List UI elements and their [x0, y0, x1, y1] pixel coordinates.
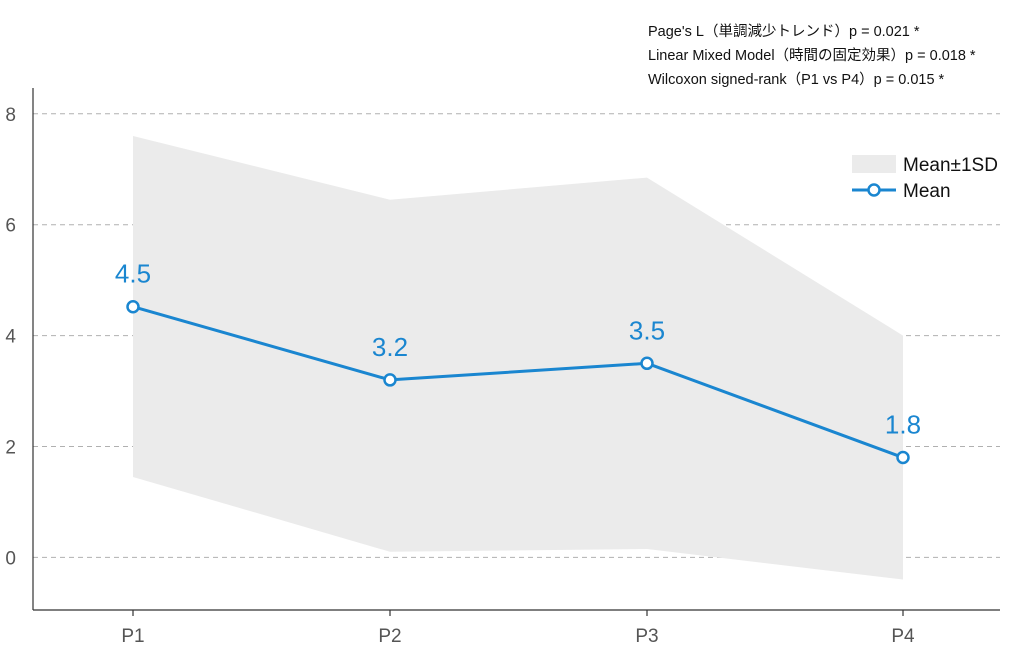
statistics-annotations: Page's L（単調減少トレンド）p = 0.021 * Linear Mix…: [648, 20, 976, 92]
data-label-p3: 3.5: [629, 315, 665, 345]
mean-line-layer: [126, 299, 910, 465]
mean-line: [132, 305, 904, 459]
x-tick-label-p1: P1: [121, 626, 144, 647]
data-label-p1: 4.5: [115, 259, 151, 289]
y-tick-label-4: 4: [5, 327, 16, 348]
axes: 0 2 4 6 8 P1 P2 P3 P4: [5, 88, 1000, 647]
stat-wilcoxon: Wilcoxon signed-rank（P1 vs P4）p = 0.015 …: [648, 72, 945, 88]
x-tick-label-p4: P4: [891, 626, 915, 647]
stat-pages-l: Page's L（単調減少トレンド）p = 0.021 *: [648, 24, 920, 40]
legend-band-label: Mean±1SD: [903, 155, 998, 176]
y-tick-label-2: 2: [5, 437, 16, 458]
mean-point-p3: [640, 356, 654, 371]
data-labels: 4.5 3.2 3.5 1.8: [115, 259, 921, 440]
data-label-p4: 1.8: [885, 410, 921, 440]
legend-band-swatch: [852, 155, 896, 173]
legend-line-label: Mean: [903, 181, 951, 202]
sd-band: [133, 135, 903, 580]
mean-point-p2: [383, 373, 397, 387]
mean-point-p4: [896, 450, 910, 465]
legend-line-marker: [867, 183, 881, 197]
legend: Mean±1SD Mean: [852, 155, 998, 202]
x-tick-label-p3: P3: [635, 626, 658, 647]
mean-point-p1: [126, 299, 140, 314]
sd-band-layer: [133, 135, 903, 580]
y-tick-label-8: 8: [5, 105, 16, 126]
stat-linear-mixed-model: Linear Mixed Model（時間の固定効果）p = 0.018 *: [648, 48, 976, 64]
x-tick-label-p2: P2: [378, 626, 401, 647]
y-tick-label-0: 0: [5, 548, 16, 569]
data-label-p2: 3.2: [372, 332, 408, 362]
y-tick-label-6: 6: [5, 216, 16, 237]
